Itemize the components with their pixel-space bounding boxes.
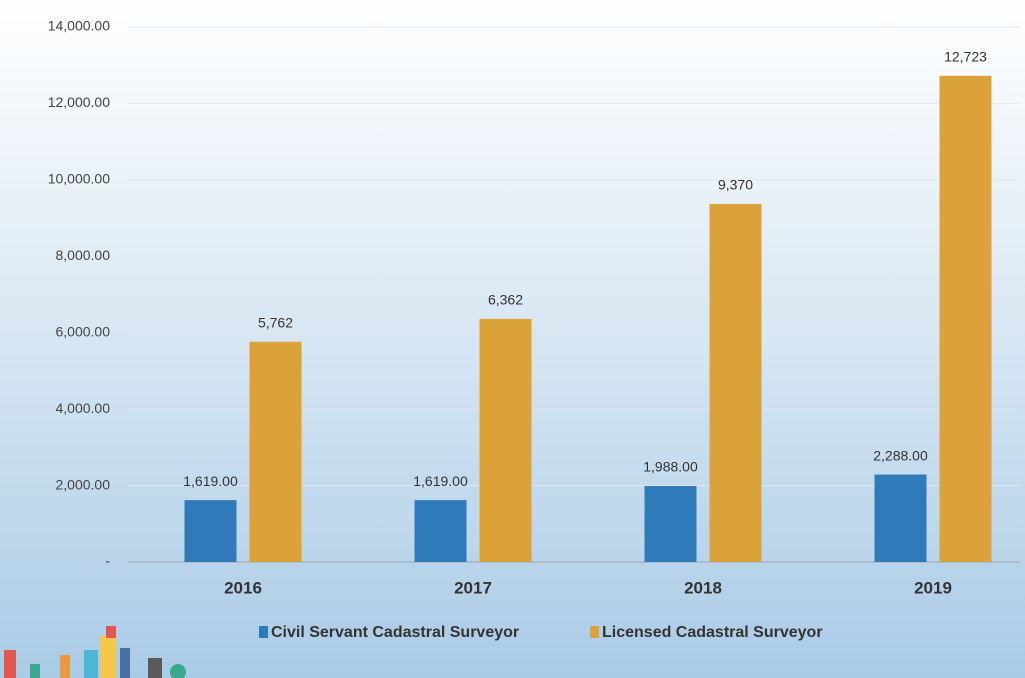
y-tick-label: 14,000.00 bbox=[48, 18, 110, 34]
y-tick-label: 8,000.00 bbox=[56, 247, 111, 263]
value-label: 1,988.00 bbox=[643, 459, 698, 475]
y-tick-label: 6,000.00 bbox=[56, 323, 111, 339]
y-tick-label: 12,000.00 bbox=[48, 94, 110, 110]
bar bbox=[415, 500, 467, 562]
legend-label: Civil Servant Cadastral Surveyor bbox=[271, 624, 519, 641]
bar bbox=[480, 319, 532, 562]
legend-swatch bbox=[590, 626, 599, 638]
bar bbox=[645, 486, 697, 562]
bar bbox=[250, 342, 302, 562]
value-label: 6,362 bbox=[488, 292, 523, 308]
x-tick-label: 2016 bbox=[224, 578, 262, 597]
value-label: 5,762 bbox=[258, 315, 293, 331]
bar bbox=[185, 500, 237, 562]
y-tick-label: 10,000.00 bbox=[48, 171, 110, 187]
bar bbox=[940, 76, 992, 562]
legend-label: Licensed Cadastral Surveyor bbox=[602, 624, 823, 641]
value-label: 12,723 bbox=[944, 49, 987, 65]
value-label: 2,288.00 bbox=[873, 447, 928, 463]
x-tick-label: 2018 bbox=[684, 578, 722, 597]
chart: - 2,000.00 4,000.00 6,000.00 8,000.00 10,000.… bbox=[0, 0, 1025, 678]
legend-swatch bbox=[259, 626, 268, 638]
y-tick-label: 2,000.00 bbox=[56, 476, 111, 492]
bar bbox=[710, 204, 762, 562]
bar bbox=[875, 475, 927, 562]
value-label: 9,370 bbox=[718, 177, 753, 193]
value-label: 1,619.00 bbox=[413, 473, 468, 489]
y-tick-label: 4,000.00 bbox=[56, 400, 111, 416]
x-tick-label: 2017 bbox=[454, 578, 492, 597]
value-label: 1,619.00 bbox=[183, 473, 238, 489]
x-tick-label: 2019 bbox=[914, 578, 952, 597]
y-tick-label: - bbox=[105, 553, 110, 569]
